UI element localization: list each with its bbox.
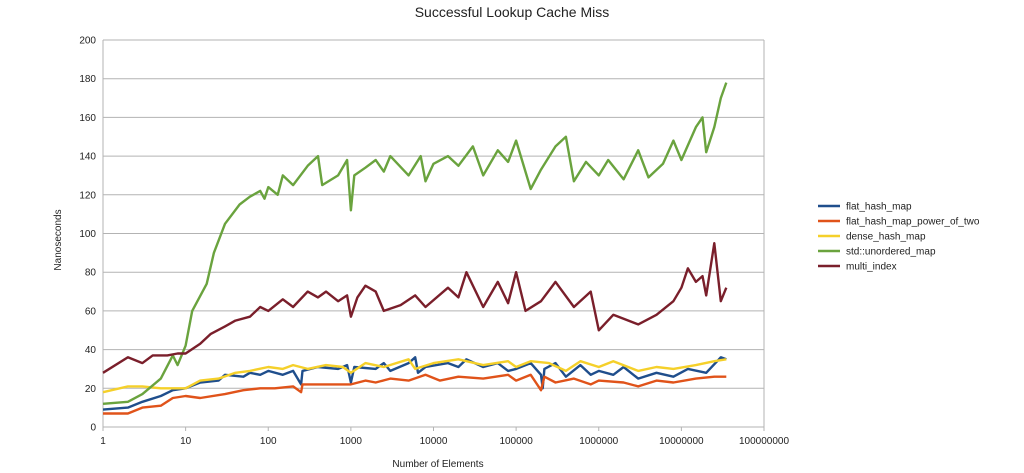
y-tick-label: 0 [90, 423, 96, 434]
series-line-flat-hash-map [102, 356, 727, 411]
x-tick-label: 1000000 [579, 436, 618, 447]
x-tick-label: 100000 [499, 436, 533, 447]
axes [102, 40, 765, 427]
grid [103, 39, 764, 428]
y-axis-label: Nanoseconds [53, 209, 64, 270]
legend-label: flat_hash_map_power_of_two [846, 217, 980, 228]
y-tick-label: 140 [79, 152, 96, 163]
series-line-multi-index [102, 242, 728, 374]
legend-label: multi_index [846, 262, 897, 273]
series-line-flat-hash-map-power-of-two [103, 373, 727, 415]
legend-label: dense_hash_map [846, 232, 926, 243]
y-tick-label: 60 [85, 306, 97, 317]
x-axis-label: Number of Elements [392, 459, 483, 470]
legend: flat_hash_map flat_hash_map_power_of_twod… [818, 202, 980, 273]
legend-label: flat_hash_map [846, 202, 912, 213]
x-tick-label: 10000000 [659, 436, 704, 447]
x-tick-label: 10000 [420, 436, 448, 447]
x-tick-label: 1000 [340, 436, 363, 447]
x-tick-label: 1 [100, 436, 106, 447]
y-tick-label: 120 [79, 190, 96, 201]
y-tick-label: 180 [79, 74, 96, 85]
chart-title: Successful Lookup Cache Miss [415, 4, 610, 20]
x-tick-label: 100000000 [739, 436, 789, 447]
y-axis-ticks: 0 20 40 60 80 100 120 140 160 180 200 [79, 36, 96, 434]
y-tick-label: 20 [85, 384, 97, 395]
x-tick-label: 100 [260, 436, 277, 447]
y-tick-label: 100 [79, 229, 96, 240]
y-tick-label: 200 [79, 36, 96, 47]
y-tick-label: 80 [85, 268, 97, 279]
y-tick-label: 160 [79, 113, 96, 124]
legend-label: std::unordered_map [846, 247, 936, 258]
series-lines [102, 82, 728, 415]
x-tick-label: 10 [180, 436, 192, 447]
y-tick-label: 40 [85, 345, 97, 356]
x-axis-ticks: 1 10 100 1000 10000 100000 1000000 10000000 1000… [100, 427, 789, 447]
series-line-dense-hash-map [102, 358, 727, 394]
series-line-std-unordered-map [102, 82, 728, 405]
